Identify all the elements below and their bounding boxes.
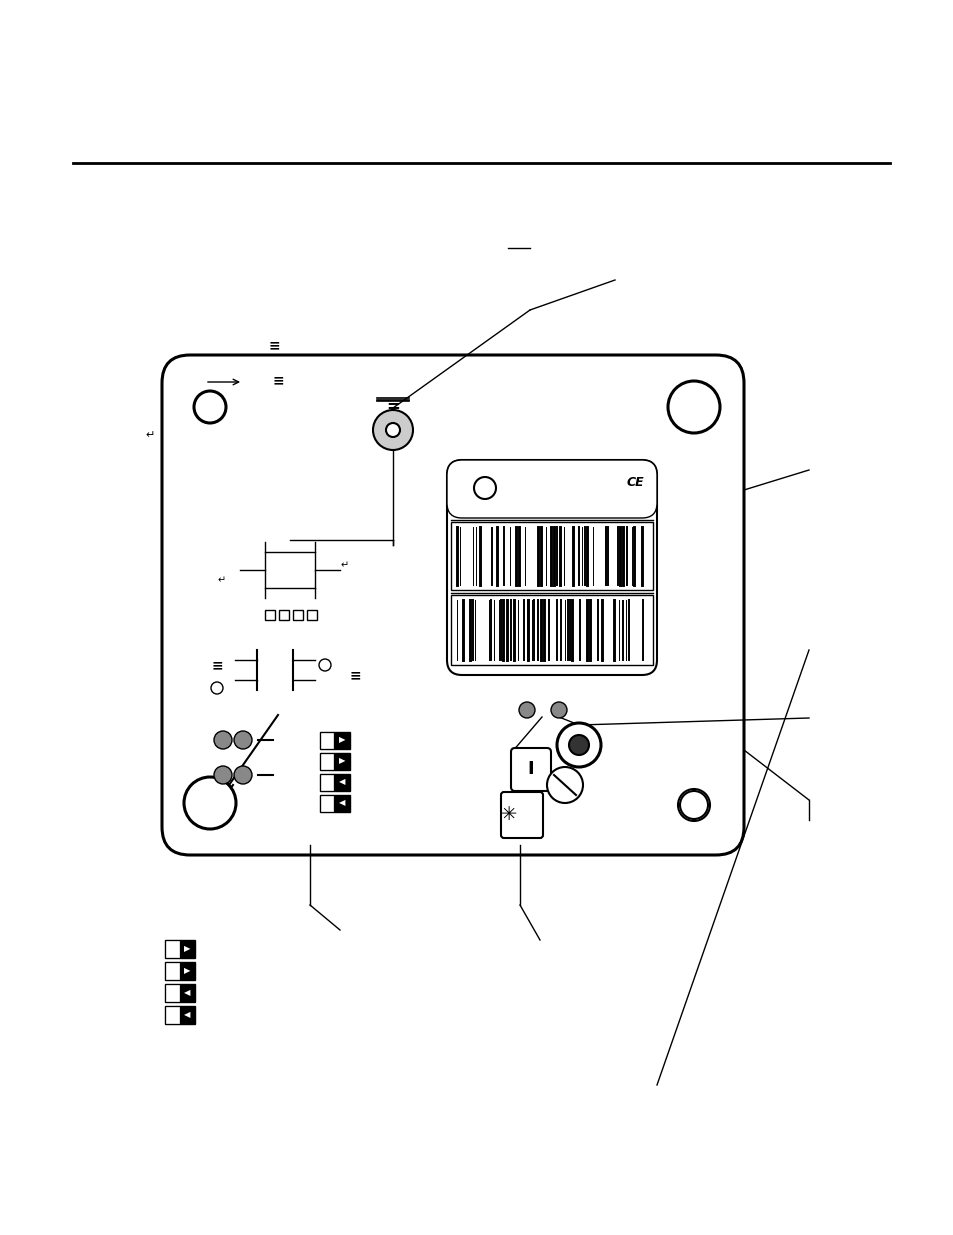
Bar — [165, 1007, 194, 1024]
Bar — [293, 610, 303, 620]
FancyBboxPatch shape — [511, 748, 551, 790]
FancyBboxPatch shape — [500, 792, 542, 839]
Text: ◀: ◀ — [184, 1010, 190, 1020]
Circle shape — [184, 777, 235, 829]
Circle shape — [373, 410, 413, 450]
Bar — [320, 797, 333, 811]
Circle shape — [474, 477, 496, 499]
Text: ◀: ◀ — [338, 799, 345, 808]
Bar — [451, 595, 652, 664]
Circle shape — [678, 789, 709, 821]
Circle shape — [233, 731, 252, 748]
Circle shape — [213, 731, 232, 748]
Text: ≡: ≡ — [268, 338, 279, 352]
Bar — [166, 986, 179, 1002]
FancyBboxPatch shape — [162, 354, 743, 855]
Bar — [165, 962, 194, 981]
Circle shape — [518, 701, 535, 718]
Text: ≡: ≡ — [349, 668, 360, 682]
Bar — [319, 795, 350, 811]
Circle shape — [233, 766, 252, 784]
Text: ≡: ≡ — [272, 373, 283, 387]
Text: ◀: ◀ — [338, 778, 345, 787]
Text: ▶: ▶ — [184, 945, 190, 953]
Bar — [451, 522, 652, 590]
Bar — [320, 755, 333, 769]
Circle shape — [211, 682, 223, 694]
Text: ▶: ▶ — [338, 757, 345, 766]
FancyBboxPatch shape — [447, 459, 657, 676]
Bar — [307, 610, 316, 620]
Text: ✳: ✳ — [500, 805, 517, 825]
Text: ▶: ▶ — [338, 736, 345, 745]
Circle shape — [679, 790, 707, 819]
Text: ▶: ▶ — [184, 967, 190, 976]
Bar — [319, 753, 350, 769]
Text: ↵: ↵ — [340, 559, 349, 571]
Text: ≡: ≡ — [386, 399, 399, 417]
Text: ◀: ◀ — [184, 988, 190, 998]
Bar — [166, 941, 179, 957]
Bar — [265, 610, 274, 620]
Bar — [278, 610, 289, 620]
Circle shape — [667, 382, 720, 433]
Text: CE: CE — [625, 475, 643, 489]
Text: I: I — [527, 760, 534, 778]
Circle shape — [568, 735, 588, 755]
Circle shape — [551, 701, 566, 718]
Bar — [320, 776, 333, 790]
Text: ↵: ↵ — [217, 576, 226, 585]
Bar — [319, 732, 350, 748]
Bar — [165, 984, 194, 1002]
Text: ↵: ↵ — [145, 430, 154, 440]
Circle shape — [557, 722, 600, 767]
Bar — [319, 774, 350, 790]
Bar — [320, 734, 333, 748]
Text: ≡: ≡ — [211, 658, 223, 672]
Bar — [166, 1007, 179, 1023]
Circle shape — [386, 424, 399, 437]
Circle shape — [213, 766, 232, 784]
Circle shape — [193, 391, 226, 424]
Circle shape — [318, 659, 331, 671]
Bar — [166, 963, 179, 979]
FancyBboxPatch shape — [447, 459, 657, 517]
Bar — [165, 940, 194, 958]
Circle shape — [546, 767, 582, 803]
